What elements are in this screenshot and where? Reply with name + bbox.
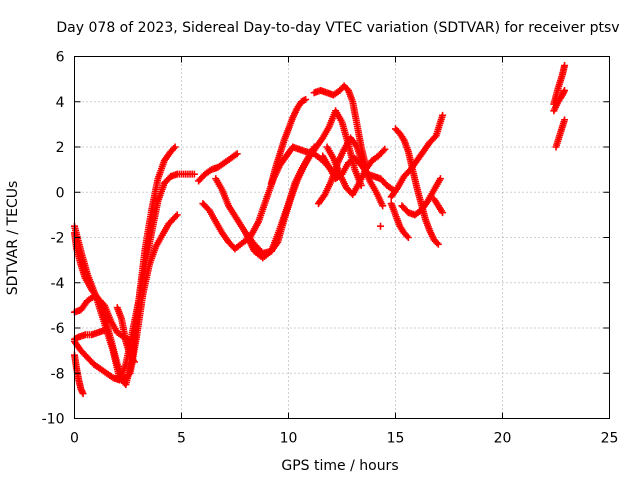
series-track-24 xyxy=(550,86,569,115)
y-tick-labels: -10 -8 -6 -4 -2 0 2 4 6 xyxy=(42,50,65,428)
y-tick-label: -10 xyxy=(42,412,65,428)
series-track-8 xyxy=(195,150,241,185)
x-tick-label: 10 xyxy=(280,431,298,447)
data-point xyxy=(434,240,442,248)
data-point xyxy=(436,175,444,183)
data-point xyxy=(439,111,447,119)
series-track-20 xyxy=(398,175,444,219)
y-tick-label: -6 xyxy=(51,321,65,337)
data-point xyxy=(439,209,447,217)
x-tick-label: 15 xyxy=(387,431,405,447)
x-tick-label: 20 xyxy=(494,431,512,447)
series-track-12 xyxy=(267,95,310,187)
data-point xyxy=(171,143,179,151)
series-track-11 xyxy=(242,143,318,262)
data-point xyxy=(233,150,241,158)
data-point xyxy=(433,239,441,247)
data-series xyxy=(71,62,569,398)
series-track-22 xyxy=(377,222,385,230)
data-point xyxy=(173,211,181,219)
series-track-6 xyxy=(71,351,87,398)
series-track-15 xyxy=(314,134,387,210)
y-tick-label: -8 xyxy=(51,366,65,382)
data-point xyxy=(380,147,388,155)
data-point xyxy=(170,145,178,153)
series-track-3 xyxy=(71,292,134,346)
data-point xyxy=(561,86,569,94)
data-point xyxy=(403,232,411,240)
data-point xyxy=(310,143,318,151)
y-axis-label: SDTVAR / TECUs xyxy=(5,181,21,296)
x-tick-label: 0 xyxy=(70,431,79,447)
data-point xyxy=(172,212,180,220)
axis-ticks xyxy=(74,56,610,419)
data-point xyxy=(79,390,87,398)
series-track-4 xyxy=(71,326,108,343)
series-track-17 xyxy=(387,111,447,201)
y-tick-label: -2 xyxy=(51,231,65,247)
x-tick-label: 25 xyxy=(601,431,619,447)
x-axis-label: GPS time / hours xyxy=(281,458,398,474)
data-point xyxy=(130,358,138,366)
data-point xyxy=(352,141,360,149)
y-tick-label: 4 xyxy=(56,95,65,111)
series-track-19 xyxy=(387,200,412,241)
y-tick-label: -4 xyxy=(51,276,65,292)
chart-title: Day 078 of 2023, Sidereal Day-to-day VTE… xyxy=(56,20,619,36)
y-tick-label: 0 xyxy=(56,185,65,201)
data-point xyxy=(379,202,387,210)
x-tick-label: 5 xyxy=(177,431,186,447)
data-point xyxy=(302,95,310,103)
series-track-13 xyxy=(310,82,370,169)
x-tick-labels: 0 5 10 15 20 25 xyxy=(70,431,618,447)
data-point xyxy=(561,62,569,70)
series-track-21 xyxy=(430,195,447,217)
data-point xyxy=(100,326,108,334)
series-track-1 xyxy=(71,143,179,389)
series-track-7 xyxy=(113,304,138,366)
series-track-16 xyxy=(319,152,397,194)
series-track-25 xyxy=(552,116,569,151)
data-point xyxy=(561,116,569,124)
data-point xyxy=(377,222,385,230)
data-point xyxy=(190,170,198,178)
data-point xyxy=(404,234,412,241)
data-point xyxy=(381,145,389,153)
y-tick-label: 2 xyxy=(56,140,65,156)
y-tick-label: 6 xyxy=(56,50,65,66)
grid-layer xyxy=(74,56,610,419)
